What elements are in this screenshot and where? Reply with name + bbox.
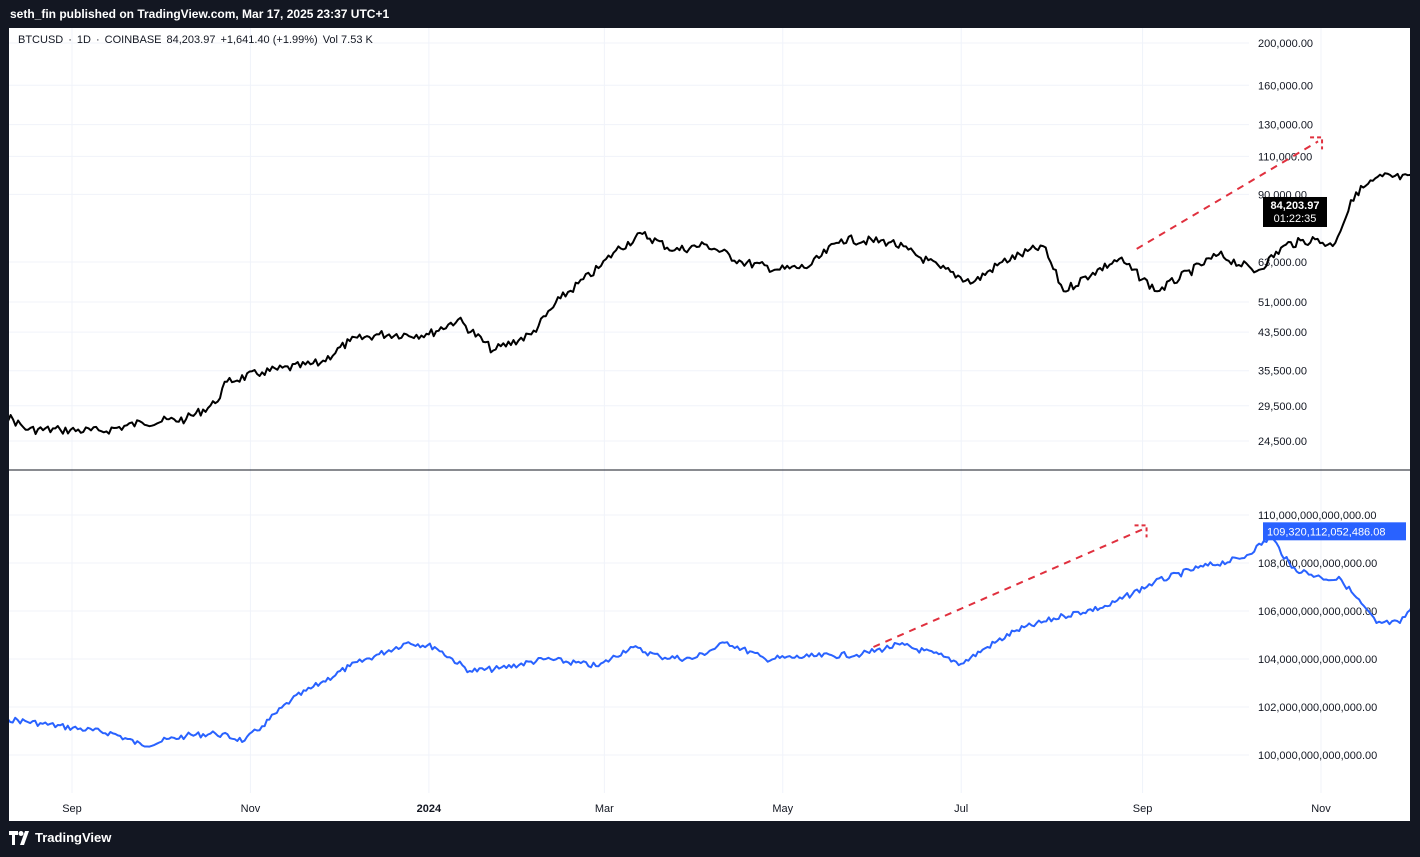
m2-projection-arrow-0-head[interactable] xyxy=(1134,524,1148,538)
m2-y-tick-label: 100,000,000,000,000.00 xyxy=(1258,750,1377,762)
btc-projection-arrow-0-head[interactable] xyxy=(1310,136,1324,150)
x-tick-label: Nov xyxy=(241,803,261,815)
btc-y-tick-label: 110,000.00 xyxy=(1258,151,1312,163)
x-tick-label: Sep xyxy=(62,803,82,815)
legend-change: +1,641.40 (+1.99%) xyxy=(220,34,318,46)
legend-sep-1: · xyxy=(68,34,72,46)
btc-y-tick-label: 24,500.00 xyxy=(1258,436,1307,448)
btc-y-tick-label: 200,000.00 xyxy=(1258,38,1313,50)
btc-y-tick-label: 130,000.00 xyxy=(1258,120,1313,132)
m2-value-label-box xyxy=(1263,522,1406,541)
chart-area[interactable]: 200,000.00 160,000.00 130,000.00 110,000.00… xyxy=(9,28,1410,821)
btc-y-tick-label: 51,000.00 xyxy=(1258,297,1307,309)
tradingview-icon xyxy=(9,830,29,845)
btc-last-price-text: 84,203.97 xyxy=(1271,200,1320,212)
m2-y-tick-label: 110,000,000,000,000.00 xyxy=(1258,510,1376,522)
btc-y-tick-label: 160,000.00 xyxy=(1258,80,1313,92)
x-tick-label: Jul xyxy=(954,803,968,815)
legend-interval[interactable]: 1D xyxy=(76,34,91,46)
symbol-legend: BTCUSD · 1D · COINBASE 84,203.97 +1,641.40 (+1… xyxy=(18,34,378,46)
x-tick-label: Nov xyxy=(1311,803,1331,815)
btc-countdown-text: 01:22:35 xyxy=(1274,213,1317,225)
m2-projection-arrow-0[interactable] xyxy=(873,528,1143,648)
m2-y-tick-label: 106,000,000,000,000.00 xyxy=(1258,606,1377,618)
x-tick-label: Mar xyxy=(595,803,614,815)
publisher-text: seth_fin published on TradingView.com, M… xyxy=(10,7,390,21)
x-tick-label: May xyxy=(772,803,793,815)
m2-y-tick-label: 102,000,000,000,000.00 xyxy=(1258,702,1377,714)
tradingview-logo[interactable]: TradingView xyxy=(9,830,111,845)
btc-projection-arrow-0[interactable] xyxy=(1136,140,1319,250)
btc-y-tick-label: 43,500.00 xyxy=(1258,327,1307,339)
btc-y-tick-label: 35,500.00 xyxy=(1258,366,1307,378)
btc-y-tick-label: 29,500.00 xyxy=(1258,401,1307,413)
publisher-bar: seth_fin published on TradingView.com, M… xyxy=(0,0,1420,28)
legend-price: 84,203.97 xyxy=(166,34,216,46)
footer-bar: TradingView xyxy=(0,821,1420,857)
x-tick-label: Sep xyxy=(1133,803,1153,815)
legend-sep-2: · xyxy=(95,34,100,46)
btc-y-tick-label: 63,000.00 xyxy=(1258,257,1307,269)
brand-name: TradingView xyxy=(35,830,112,845)
m2-y-tick-label: 108,000,000,000,000.00 xyxy=(1258,558,1377,570)
x-tick-label: 2024 xyxy=(417,803,442,815)
global-m2-line[interactable] xyxy=(9,531,1410,748)
btc-price-line[interactable] xyxy=(9,161,1410,436)
legend-symbol[interactable]: BTCUSD xyxy=(18,34,64,46)
chart-canvas[interactable]: 200,000.00 160,000.00 130,000.00 110,000.00… xyxy=(9,28,1410,821)
btc-price-label-box xyxy=(1263,196,1327,227)
m2-last-value-text: 109,320,112,052,486.08 xyxy=(1267,526,1385,538)
legend-exchange: COINBASE xyxy=(104,34,162,46)
m2-y-tick-label: 104,000,000,000,000.00 xyxy=(1258,654,1377,666)
legend-volume: Vol 7.53 K xyxy=(322,34,373,46)
